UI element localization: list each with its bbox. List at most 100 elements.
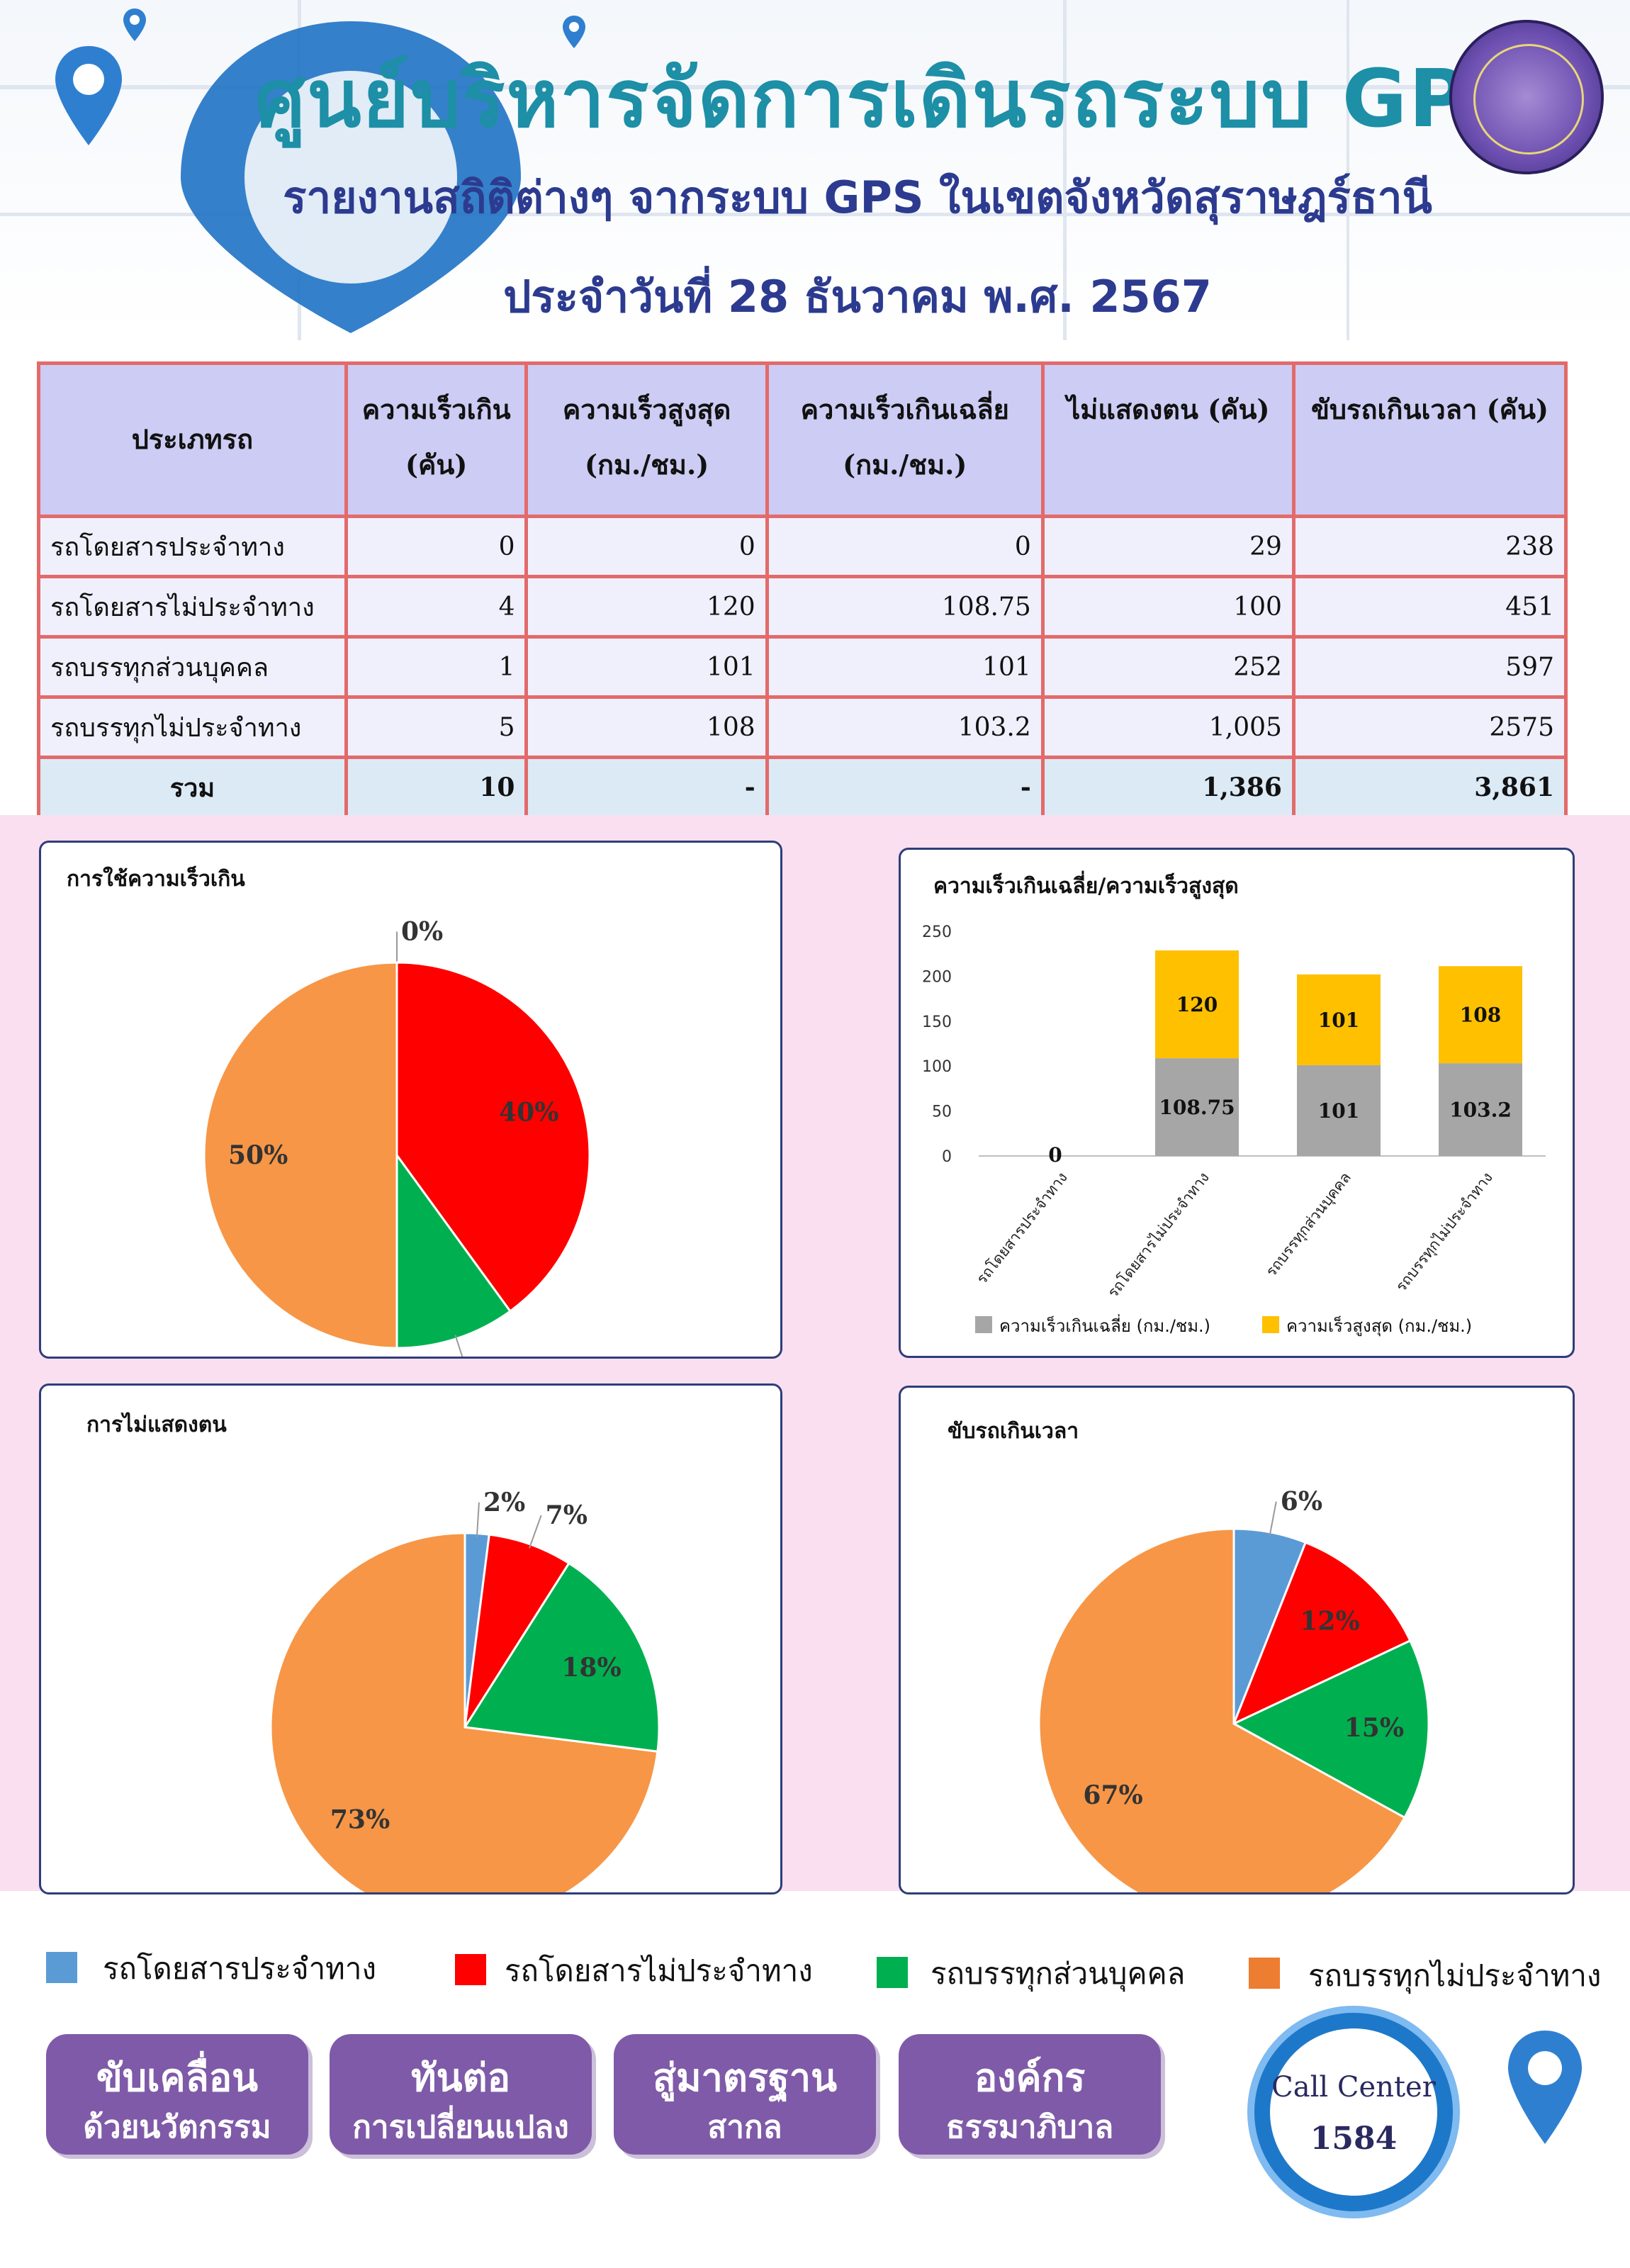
total-max-speed-cell: - [524,756,769,819]
table-total-row: รวม 10- -1,386 3,861 [37,756,1568,819]
overtime-pie-panel: ขับรถเกินเวลา 6% 12% 15% 67% [899,1386,1575,1894]
pie-percent-label: 18% [561,1653,621,1683]
overtime-cell: 2575 [1291,695,1568,759]
vehicle-type-cell: รถบรรทุกไม่ประจำทาง [37,695,348,759]
pie-slice [203,961,398,1349]
pie-percent-label: 40% [499,1097,558,1127]
speed-bar-panel: ความเร็วเกินเฉลี่ย/ความเร็วสูงสุด 0 50 100… [899,848,1575,1358]
vehicle-type-cell: รถบรรทุกส่วนบุคคล [37,635,348,699]
overspeed-count-cell: 5 [344,695,529,759]
header-avg-overspeed: ความเร็วเกินเฉลี่ย (กม./ชม.) [765,361,1045,518]
pie-percent-label: 0% [401,916,443,946]
legend-swatch-bus-nonfixed [455,1954,486,1985]
leader-line [454,1335,463,1357]
max-speed-cell: 0 [524,515,769,578]
y-tick-label: 150 [922,1014,952,1031]
pie-slice [463,1561,661,1753]
department-seal-logo [1449,20,1604,174]
bar-value-label: 0 [1048,1143,1062,1167]
total-overtime-cell: 3,861 [1291,756,1568,819]
y-tick-label: 100 [922,1058,952,1076]
badge-line2: ด้วยนวัตกรรม [83,2109,271,2145]
x-category-label: รถโดยสารไม่ประจำทาง [1104,1169,1213,1301]
legend-swatch-truck-private [877,1957,908,1988]
header-unidentified: ไม่แสดงตน (คัน) [1040,361,1295,518]
report-date: ประจำวันที่ 28 ธันวาคม พ.ศ. 2567 [503,271,1212,322]
bar-value-label: 103.2 [1449,1099,1512,1122]
bar-value-label: 108 [1460,1004,1501,1027]
speed-bar-chart: 0501001502002500รถโดยสารประจำทาง108.7512… [922,924,1546,1337]
bar-segment [1155,1058,1239,1156]
leader-line [476,1502,480,1538]
avg-overspeed-cell: 103.2 [765,695,1045,759]
avg-overspeed-cell: 101 [765,635,1045,699]
y-tick-label: 0 [942,1148,952,1166]
statistics-table: ประเภทรถ ความเร็วเกิน (คัน) ความเร็วสูงส… [37,361,1568,819]
table-row: รถโดยสารไม่ประจำทาง 4 120 108.75 100 451 [37,575,1568,639]
avg-overspeed-cell: 108.75 [765,575,1045,639]
pie-slice [1231,1639,1430,1819]
table-row: รถโดยสารประจำทาง 0 0 0 29 238 [37,515,1568,578]
legend-label: ความเร็วสูงสุด (กม./ชม.) [1286,1315,1472,1337]
legend-swatch [975,1316,992,1333]
pie-percent-label: 12% [1300,1607,1359,1637]
vehicle-type-cell: รถโดยสารประจำทาง [37,515,348,578]
legend-label: ความเร็วเกินเฉลี่ย (กม./ชม.) [999,1314,1210,1336]
large-map-pin-icon [181,21,521,333]
bar-value-label: 120 [1176,993,1218,1016]
max-speed-cell: 101 [524,635,769,699]
leader-line [529,1515,542,1549]
pie-percent-label: 2% [483,1488,525,1517]
badge-line1: ขับเคลื่อน [96,2055,259,2100]
badge-line2: การเปลี่ยนแปลง [352,2109,569,2145]
total-unidentified-cell: 1,386 [1040,756,1295,819]
pie-percent-label: 6% [1281,1487,1322,1517]
legend-label: รถโดยสารไม่ประจำทาง [505,1953,813,1988]
call-center-number: 1584 [1310,2121,1398,2157]
bar-value-label: 101 [1318,1009,1359,1032]
pie-percent-label: 7% [546,1500,588,1530]
motto-badge-change: ทันต่อ การเปลี่ยนแปลง [330,2034,592,2155]
small-pin-icon [123,9,146,41]
header-overtime-driving: ขับรถเกินเวลา (คัน) [1291,361,1568,518]
chart-title: การใช้ความเร็วเกิน [67,867,245,892]
map-pin-icon [1508,2031,1582,2144]
legend-swatch [1262,1316,1279,1333]
unidentified-cell: 29 [1040,515,1295,578]
chart-title: ความเร็วเกินเฉลี่ย/ความเร็วสูงสุด [933,874,1239,899]
motto-badge-standard: สู่มาตรฐาน สากล [614,2034,876,2155]
pie-slice [1038,1527,1407,1892]
overtime-cell: 238 [1291,515,1568,578]
bar-segment [1297,974,1381,1065]
x-category-label: รถบรรทุกไม่ประจำทาง [1393,1169,1497,1295]
badge-line2: ธรรมาภิบาล [945,2109,1114,2145]
bar-segment [1297,1065,1381,1156]
bar-segment [1439,1063,1522,1156]
unidentified-pie-chart: 2% 7% 18% 73% [269,1488,661,1892]
legend-swatch-truck-nonfixed [1249,1958,1280,1989]
overtime-cell: 597 [1291,635,1568,699]
header-vehicle-type: ประเภทรถ [37,361,348,518]
y-tick-label: 250 [922,924,952,941]
badge-line1: สู่มาตรฐาน [653,2055,837,2100]
unidentified-cell: 252 [1040,635,1295,699]
badge-line2: สากล [707,2109,782,2145]
leader-line [1269,1501,1277,1537]
pie-slice [269,1532,659,1892]
table-row: รถบรรทุกไม่ประจำทาง 5 108 103.2 1,005 2575 [37,695,1568,759]
legend-swatch-bus-fixed [46,1952,77,1983]
header-overspeed-count: ความเร็วเกิน (คัน) [344,361,529,518]
bar-value-label: 101 [1318,1099,1359,1123]
x-category-label: รถบรรทุกส่วนบุคคล [1262,1169,1354,1280]
pie-slice [1232,1541,1412,1726]
page-title: ศูนย์บริหารจัดการเดินรถระบบ GPS [255,53,1527,145]
total-overspeed-count-cell: 10 [344,756,529,819]
pie-percent-label: 15% [1344,1713,1404,1743]
pie-slice [395,961,591,1313]
x-category-label: รถโดยสารประจำทาง [973,1169,1071,1287]
bar-segment [1155,950,1239,1059]
chart-title: การไม่แสดงตน [86,1413,227,1437]
call-center-label: Call Center [1271,2071,1436,2104]
max-speed-cell: 120 [524,575,769,639]
max-speed-cell: 108 [524,695,769,759]
